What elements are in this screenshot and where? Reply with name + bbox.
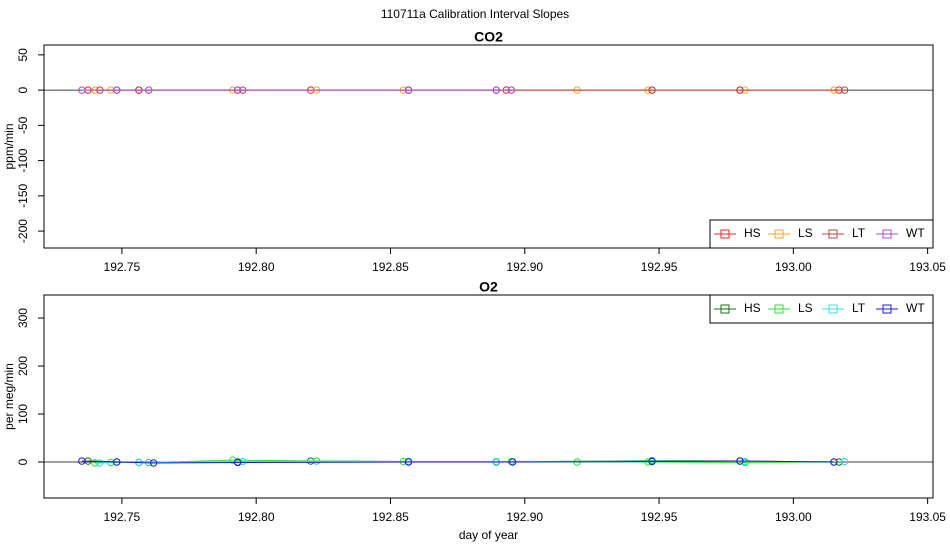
legend-label: WT <box>906 226 925 240</box>
legend-marker <box>774 304 784 314</box>
figure-title: 110711a Calibration Interval Slopes <box>381 7 569 21</box>
legend-marker <box>882 304 892 314</box>
x-tick-label: 192.95 <box>641 510 678 524</box>
point <box>113 86 121 94</box>
y-tick-label: -50 <box>16 116 30 134</box>
point <box>113 458 121 466</box>
legend-marker <box>828 229 838 239</box>
y-tick-label: 50 <box>16 48 30 62</box>
legend-label: LT <box>852 226 866 240</box>
point <box>145 86 153 94</box>
y-axis-label: per meg/min <box>2 363 16 430</box>
y-tick-label: -150 <box>16 184 30 208</box>
point <box>508 458 517 466</box>
point <box>404 458 413 466</box>
point <box>149 459 158 467</box>
point <box>91 459 99 467</box>
point <box>507 86 516 94</box>
x-tick-label: 192.90 <box>506 260 543 274</box>
x-tick-label: 192.80 <box>238 260 275 274</box>
legend-label: WT <box>906 301 925 315</box>
point <box>840 86 849 94</box>
legend-marker <box>774 229 784 239</box>
legend-label: LS <box>798 226 813 240</box>
point <box>239 457 247 466</box>
point <box>648 86 656 94</box>
panel-title: CO2 <box>474 29 503 45</box>
series-line <box>81 460 834 464</box>
legend-label: LT <box>852 301 866 315</box>
x-tick-label: 192.75 <box>104 260 141 274</box>
point <box>233 86 242 94</box>
point <box>830 458 838 466</box>
x-tick-label: 192.90 <box>506 510 543 524</box>
panel-title: O2 <box>479 279 498 295</box>
x-tick-label: 193.05 <box>909 260 946 274</box>
x-axis-label: day of year <box>459 528 518 542</box>
point <box>404 86 413 94</box>
y-tick-label: -200 <box>16 219 30 243</box>
plot-frame <box>43 44 934 249</box>
y-tick-label: 200 <box>16 356 30 376</box>
x-tick-label: 192.80 <box>238 510 275 524</box>
x-tick-label: 192.85 <box>372 510 409 524</box>
y-tick-label: 100 <box>16 404 30 424</box>
x-tick-label: 192.75 <box>104 510 141 524</box>
legend-marker <box>720 229 730 239</box>
point <box>492 86 500 94</box>
point <box>233 458 242 467</box>
y-tick-label: 300 <box>16 308 30 328</box>
point <box>78 86 86 94</box>
point <box>736 457 744 465</box>
legend-label: LS <box>798 301 813 315</box>
y-tick-label: -100 <box>16 148 30 172</box>
y-tick-label: 0 <box>16 86 30 93</box>
y-axis-label: ppm/min <box>2 123 16 169</box>
legend-label: HS <box>744 301 761 315</box>
plot-frame <box>43 294 934 499</box>
legend-marker <box>720 304 730 314</box>
point <box>96 459 104 467</box>
legend-marker <box>828 304 838 314</box>
x-tick-label: 192.95 <box>641 260 678 274</box>
x-tick-label: 193.00 <box>775 260 812 274</box>
point <box>840 457 849 466</box>
y-tick-label: 0 <box>16 458 30 465</box>
x-tick-label: 193.05 <box>909 510 946 524</box>
point <box>736 86 744 94</box>
point <box>78 457 86 465</box>
legend-label: HS <box>744 226 761 240</box>
point <box>648 457 656 466</box>
legend-marker <box>882 229 892 239</box>
x-tick-label: 193.00 <box>775 510 812 524</box>
x-tick-label: 192.85 <box>372 260 409 274</box>
